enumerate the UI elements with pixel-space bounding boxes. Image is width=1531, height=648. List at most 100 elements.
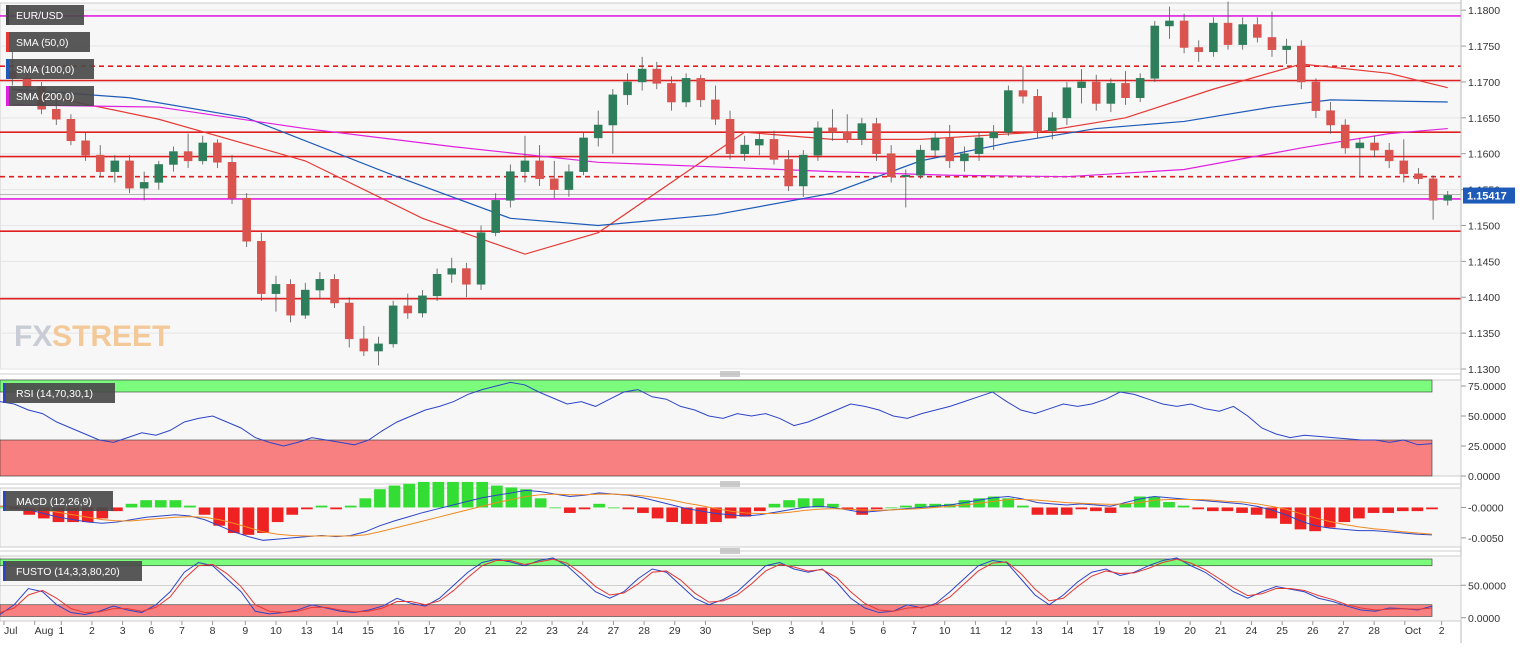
candle-body <box>462 268 471 285</box>
current-price-badge-bg <box>1463 187 1515 204</box>
price-tick-label: 1.1400 <box>1468 292 1500 304</box>
macd-histogram-bar <box>753 507 766 512</box>
candle-body <box>257 241 266 294</box>
price-tick-label: 1.1650 <box>1468 113 1500 125</box>
time-tick-label: 1 <box>58 625 64 637</box>
price-tick-label: 1.1350 <box>1468 328 1500 340</box>
macd-histogram-bar <box>768 503 781 508</box>
macd-histogram-bar <box>1177 505 1190 508</box>
candles <box>8 1 1453 366</box>
macd-histogram-bar <box>125 503 138 508</box>
macd-histogram-bar <box>23 507 36 515</box>
legend-color-swatch <box>3 561 6 581</box>
candle-body <box>1296 45 1306 83</box>
macd-histogram-bar <box>578 507 591 510</box>
macd-histogram-bar <box>1338 507 1351 523</box>
legend-item[interactable]: SMA (200,0) <box>6 86 94 106</box>
legend-box <box>6 86 94 106</box>
time-tick-label: 26 <box>1307 625 1319 637</box>
legend-item[interactable]: EUR/USD <box>6 5 84 25</box>
time-tick-label: 13 <box>301 625 313 637</box>
candle-body <box>432 274 442 297</box>
time-tick-label: 7 <box>179 625 185 637</box>
candle-body <box>1209 22 1218 53</box>
rsi-tick-label: 75.0000 <box>1468 381 1506 393</box>
macd-histogram-bar <box>1148 496 1161 508</box>
price-panel-background <box>0 2 1462 370</box>
macd-histogram-bar <box>417 481 430 508</box>
macd-histogram-bar <box>1221 507 1234 512</box>
macd-signal-line <box>0 493 1433 537</box>
rsi-oversold-zone <box>0 439 1433 477</box>
macd-histogram-bar <box>1060 507 1073 515</box>
time-tick-label: 19 <box>1154 625 1166 637</box>
candle-body <box>300 289 310 316</box>
candle-body <box>66 119 76 142</box>
legend-color-swatch <box>6 86 9 106</box>
macd-histogram-bar <box>227 507 240 534</box>
candle-body <box>1106 83 1116 104</box>
candle-body <box>344 302 354 340</box>
candle-body <box>476 232 486 285</box>
candle-body <box>960 153 969 162</box>
time-axis: Jul Aug 1 2 3 6 7 8 9 10 13 14 15 16 17 20 21 22 23 24 27 28 2… <box>3 621 1445 637</box>
fxstreet-watermark-fx: FX <box>14 320 52 353</box>
candle-body <box>857 123 867 140</box>
candle-body <box>22 78 32 88</box>
candle-body <box>403 305 413 314</box>
legend-box <box>6 59 94 79</box>
pane-resize-handle[interactable] <box>0 548 1461 554</box>
legend-item[interactable]: SMA (50,0) <box>6 32 90 52</box>
candle-body <box>154 164 164 183</box>
candle-body <box>359 338 369 352</box>
candle-body <box>549 178 559 190</box>
legend-color-swatch <box>3 383 6 403</box>
candle-body <box>711 99 720 120</box>
time-tick-label: 20 <box>454 625 466 637</box>
candle-body <box>1062 87 1072 119</box>
legend-box <box>3 383 115 403</box>
candle-body <box>1370 142 1379 151</box>
price-tick-label: 1.1750 <box>1468 41 1500 53</box>
candle-body <box>51 108 61 120</box>
macd-legend[interactable]: MACD (12,26,9) <box>3 491 113 511</box>
pane-resize-handle[interactable] <box>0 481 1461 487</box>
candle-body <box>784 159 793 187</box>
rsi-legend[interactable]: RSI (14,70,30,1) <box>3 383 115 403</box>
macd-histogram-bar <box>505 487 518 508</box>
legend-item[interactable]: SMA (100,0) <box>6 59 94 79</box>
pane-resize-handle[interactable] <box>0 371 1461 377</box>
fusto-legend[interactable]: FUSTO (14,3,3,80,20) <box>3 561 142 581</box>
legend-color-swatch <box>3 491 6 511</box>
time-tick-label: 27 <box>608 625 620 637</box>
candle-body <box>330 279 339 304</box>
time-tick-label: 21 <box>485 625 497 637</box>
candle-body <box>1121 83 1130 98</box>
candle-body <box>974 137 984 154</box>
candle-body <box>886 153 896 177</box>
macd-histogram-bar <box>1396 507 1409 512</box>
candle-body <box>1326 110 1335 126</box>
time-tick-label: Sep <box>752 625 771 637</box>
candle-body <box>183 151 193 162</box>
price-panel: 1.18001.17501.17001.16501.16001.15501.15… <box>0 1 1500 376</box>
candle-body <box>286 284 295 316</box>
candle-body <box>1238 24 1247 45</box>
candle-body <box>608 94 618 126</box>
candle-body <box>95 154 105 172</box>
candle-body <box>1165 20 1174 27</box>
candle-body <box>388 305 398 345</box>
fxstreet-watermark: FX STREET <box>14 320 170 353</box>
time-tick-label: 21 <box>1215 625 1227 637</box>
time-tick-label: 2 <box>1439 625 1445 637</box>
time-tick-label: 28 <box>638 625 650 637</box>
macd-histogram-bar <box>593 503 605 508</box>
rsi-legend-label: RSI (14,70,30,1) <box>16 388 93 400</box>
macd-histogram-bar <box>242 507 255 535</box>
macd-legend-label: MACD (12,26,9) <box>16 496 92 508</box>
candle-body <box>169 151 178 165</box>
time-tick-label: 7 <box>911 625 917 637</box>
macd-histogram-bar <box>81 507 94 523</box>
macd-histogram-bar <box>315 505 328 508</box>
